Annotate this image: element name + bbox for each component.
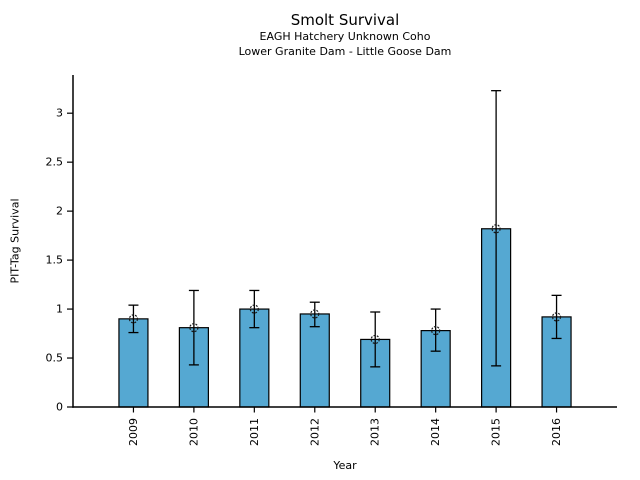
marker-open-circle-2016 xyxy=(551,312,562,322)
y-tick-label-3: 3 xyxy=(56,107,63,120)
x-tick-label-2009: 2009 xyxy=(127,418,140,446)
y-tick-label-2: 2 xyxy=(56,205,63,218)
x-tick-label-2010: 2010 xyxy=(187,418,200,446)
y-tick-label-1: 1 xyxy=(56,303,63,316)
x-tick-label-2013: 2013 xyxy=(369,418,382,446)
x-tick-label-2015: 2015 xyxy=(490,418,503,446)
marker-open-circle-2014 xyxy=(431,326,441,336)
marker-open-circle-2012 xyxy=(310,309,320,319)
bar-2012 xyxy=(299,313,330,408)
x-tick-label-2012: 2012 xyxy=(308,418,321,446)
chart-subtitle-line1: EAGH Hatchery Unknown Coho xyxy=(259,30,431,43)
y-tick-label-0: 0 xyxy=(56,401,63,414)
marker-open-circle-2015 xyxy=(491,224,501,234)
x-tick-label-2014: 2014 xyxy=(429,418,442,446)
marker-open-circle-2011 xyxy=(249,304,259,314)
marker-open-circle-2013 xyxy=(370,334,380,345)
marker-open-circle-2009 xyxy=(128,314,139,324)
x-axis-label: Year xyxy=(333,459,357,472)
bar-2009 xyxy=(118,318,149,408)
chart-subtitle-line2: Lower Granite Dam - Little Goose Dam xyxy=(238,45,452,58)
y-tick-label-1.5: 1.5 xyxy=(46,254,64,267)
chart-title: Smolt Survival xyxy=(290,11,400,29)
x-tick-label-2016: 2016 xyxy=(550,418,563,446)
marker-open-circle-2010 xyxy=(189,323,199,333)
y-tick-label-2.5: 2.5 xyxy=(46,156,64,169)
x-tick-label-2011: 2011 xyxy=(248,418,261,446)
y-tick-label-0.5: 0.5 xyxy=(46,352,64,365)
